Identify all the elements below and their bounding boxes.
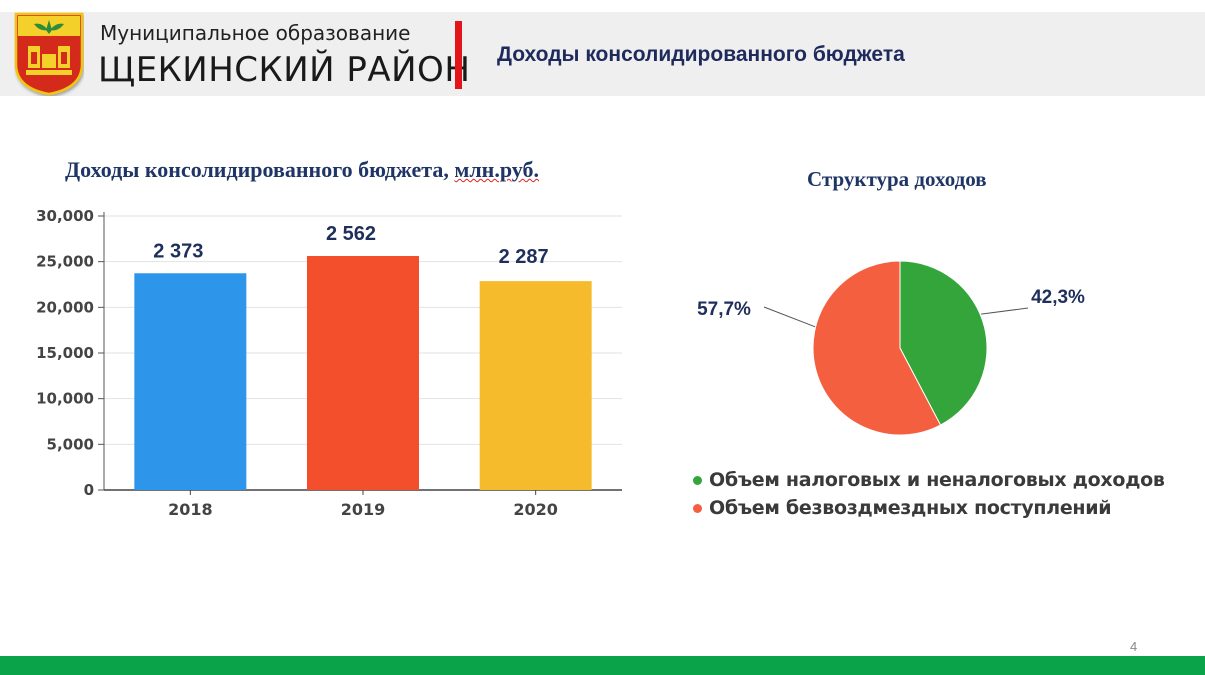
org-subtitle: Муниципальное образование: [100, 21, 411, 45]
pie-legend: Объем налоговых и неналоговых доходов Об…: [693, 466, 1165, 522]
pie-slice-0: [899, 260, 988, 426]
org-name: ЩЕКИНСКИЙ РАЙОН: [98, 50, 471, 90]
x-tick-label-2018: 2018: [168, 500, 213, 519]
pie-chart-title: Структура доходов: [807, 167, 987, 191]
legend-marker-grants: [693, 503, 702, 513]
pie-value-label-0: 42,3%: [1031, 287, 1085, 308]
bar-data-label-2018: 2 373: [153, 240, 203, 262]
y-tick-label: 15,000: [36, 344, 94, 362]
coat-of-arms-emblem: [14, 12, 84, 96]
bar-chart-title-unit: млн.руб.: [454, 157, 540, 182]
y-tick-label: 25,000: [36, 253, 94, 271]
y-tick-label: 10,000: [36, 390, 94, 408]
header-divider: [455, 21, 462, 89]
bar-chart-title-text: Доходы консолидированного бюджета, млн.р…: [65, 157, 540, 182]
pie-leader-line-1: [763, 306, 816, 328]
x-tick-label-2020: 2020: [513, 500, 558, 519]
bar-2018: [134, 273, 247, 490]
legend-item-tax-revenue: Объем налоговых и неналоговых доходов: [693, 466, 1165, 494]
pie-slice-1: [812, 260, 942, 436]
footer-bar: [0, 656, 1205, 675]
y-tick-label: 20,000: [36, 298, 94, 316]
bar-data-label-2019: 2 562: [326, 223, 376, 245]
bar-2019: [307, 256, 419, 490]
legend-label-tax-revenue: Объем налоговых и неналоговых доходов: [709, 469, 1165, 491]
page-number: 4: [1130, 639, 1138, 654]
header-bar: [0, 12, 1205, 96]
bar-data-label-2020: 2 287: [499, 246, 549, 268]
y-tick-label: 0: [84, 481, 94, 499]
legend-marker-tax-revenue: [693, 475, 702, 485]
bar-chart-title: Доходы консолидированного бюджета, млн.р…: [65, 157, 539, 183]
legend-label-grants: Объем безвоздмездных поступлений: [709, 497, 1112, 519]
pie-value-label-1: 57,7%: [697, 299, 751, 320]
y-tick-label: 30,000: [36, 207, 94, 225]
legend-item-grants: Объем безвоздмездных поступлений: [693, 494, 1165, 522]
bar-2020: [479, 281, 592, 490]
page-title: Доходы консолидированного бюджета: [497, 43, 905, 66]
x-tick-label-2019: 2019: [341, 500, 386, 519]
y-tick-label: 5,000: [47, 435, 94, 453]
pie-leader-line-0: [981, 307, 1029, 315]
